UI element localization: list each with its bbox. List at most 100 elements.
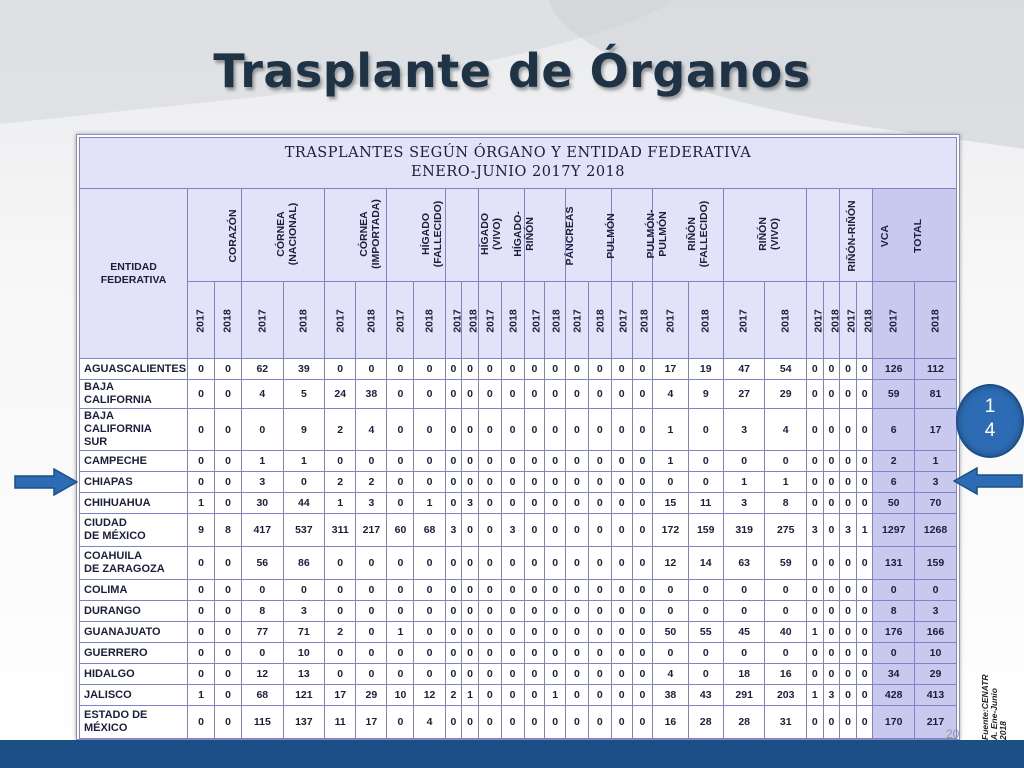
value-cell: 0 — [214, 642, 243, 664]
year-header: 2017 — [187, 281, 216, 359]
value-cell: 0 — [839, 379, 857, 409]
value-cell: 0 — [187, 471, 216, 493]
entity-cell: GUANAJUATO — [78, 621, 189, 643]
value-cell: 0 — [610, 450, 633, 472]
value-cell: 115 — [241, 705, 284, 739]
value-cell: 0 — [565, 450, 589, 472]
entity-cell: BAJA CALIFORNIA SUR — [78, 408, 189, 451]
value-cell: 1 — [855, 513, 874, 547]
value-cell: 0 — [386, 408, 415, 451]
value-cell: 29 — [764, 379, 807, 409]
value-cell: 0 — [444, 408, 463, 451]
value-cell: 0 — [282, 579, 326, 601]
value-cell: 1 — [187, 684, 216, 706]
value-cell: 275 — [764, 513, 807, 547]
value-cell: 0 — [386, 705, 415, 739]
value-cell: 0 — [839, 684, 857, 706]
organ-header: CÓRNEA (IMPORTADA) — [324, 188, 388, 282]
value-cell: 0 — [523, 663, 546, 685]
value-cell: 0 — [839, 642, 857, 664]
value-cell: 0 — [587, 738, 612, 739]
value-cell: 0 — [544, 663, 567, 685]
value-cell: 0 — [855, 705, 874, 739]
year-header: 2018 — [631, 281, 654, 359]
year-header-label: 2018 — [550, 309, 563, 333]
value-cell: 0 — [413, 546, 446, 580]
value-cell: 0 — [722, 579, 766, 601]
value-cell: 0 — [214, 684, 243, 706]
value-cell: 0 — [324, 579, 357, 601]
slide-title: Trasplante de Órganos — [213, 44, 811, 98]
value-cell: 3 — [461, 492, 479, 514]
value-cell: 319 — [722, 513, 766, 547]
value-cell: 0 — [587, 492, 612, 514]
organ-header: PULMÓN — [565, 188, 617, 282]
organ-header: HÍGADO (FALLECIDO) — [386, 188, 446, 282]
organ-header-label: HÍGADO (FALLECIDO) — [420, 200, 445, 268]
value-cell: 0 — [523, 579, 546, 601]
table-row: GUERRERO 0 0 0 10 0 0 0 0 0 0 0 0 0 0 0 0 0 0 0 0 0 0 0 0 0 0 0 10 — [78, 642, 958, 664]
value-cell: 0 — [855, 408, 874, 451]
value-cell: 0 — [461, 579, 479, 601]
value-cell: 0 — [839, 358, 857, 380]
value-cell: 56 — [241, 546, 284, 580]
value-cell: 0 — [187, 621, 216, 643]
value-cell: 0 — [241, 408, 284, 451]
value-cell: 0 — [214, 621, 243, 643]
organ-header: HÍGADO- RIÑÓN — [477, 188, 536, 282]
value-cell: 0 — [631, 684, 654, 706]
value-cell: 0 — [214, 738, 243, 739]
value-cell: 0 — [565, 408, 589, 451]
value-cell: 29 — [355, 684, 388, 706]
value-cell: 50 — [652, 621, 689, 643]
transplant-table-image: TRASPLANTES SEGÚN ÓRGANO Y ENTIDAD FEDER… — [76, 134, 960, 740]
total-cell: 131 — [872, 546, 915, 580]
value-cell: 0 — [461, 642, 479, 664]
value-cell: 0 — [444, 642, 463, 664]
value-cell: 1 — [461, 684, 479, 706]
value-cell: 0 — [587, 579, 612, 601]
value-cell: 0 — [214, 358, 243, 380]
value-cell: 0 — [855, 358, 874, 380]
value-cell: 0 — [805, 705, 824, 739]
value-cell: 0 — [413, 738, 446, 739]
value-cell: 0 — [500, 579, 525, 601]
year-header: 2017 — [565, 281, 589, 359]
year-header-label: 2018 — [507, 309, 520, 333]
organ-header-label: CÓRNEA (NACIONAL) — [275, 202, 300, 266]
value-cell: 44 — [282, 492, 326, 514]
value-cell: 16 — [764, 663, 807, 685]
value-cell: 0 — [855, 621, 874, 643]
value-cell: 0 — [587, 358, 612, 380]
year-header-label: 2018 — [423, 309, 436, 333]
value-cell: 12 — [413, 684, 446, 706]
value-cell: 0 — [565, 358, 589, 380]
value-cell: 0 — [805, 471, 824, 493]
value-cell: 0 — [822, 621, 841, 643]
organ-header-label: PULMÓN- PULMÓN — [644, 209, 669, 259]
value-cell: 8 — [214, 513, 243, 547]
value-cell: 0 — [631, 642, 654, 664]
bottom-bar — [0, 740, 1024, 768]
table-row: DURANGO 0 0 8 3 0 0 0 0 0 0 0 0 0 0 0 0 0 0 0 0 0 0 0 0 0 0 8 3 — [78, 600, 958, 622]
value-cell: 0 — [500, 621, 525, 643]
year-header-label: 2017 — [484, 309, 497, 333]
value-cell: 0 — [413, 471, 446, 493]
value-cell: 0 — [500, 600, 525, 622]
value-cell: 0 — [822, 358, 841, 380]
entity-cell: COLIMA — [78, 579, 189, 601]
year-header-label: 2017 — [845, 309, 858, 333]
value-cell: 0 — [187, 408, 216, 451]
table-row: MICHOACÁN DE OCAMPO008203200000000000073… — [78, 738, 958, 739]
value-cell: 0 — [544, 546, 567, 580]
value-cell: 217 — [355, 513, 388, 547]
value-cell: 0 — [214, 379, 243, 409]
total-cell: 6 — [872, 471, 915, 493]
value-cell: 0 — [444, 379, 463, 409]
total-cell: 0 — [872, 579, 915, 601]
year-header: 2017 — [444, 281, 463, 359]
value-cell: 12 — [652, 546, 689, 580]
table-row: CIUDAD DE MÉXICO 9 8 417 537 311 217 60 68 3 0 0 3 0 0… — [78, 513, 958, 547]
value-cell: 0 — [444, 358, 463, 380]
organ-header-label: HÍGADO (VIVO) — [478, 213, 503, 255]
